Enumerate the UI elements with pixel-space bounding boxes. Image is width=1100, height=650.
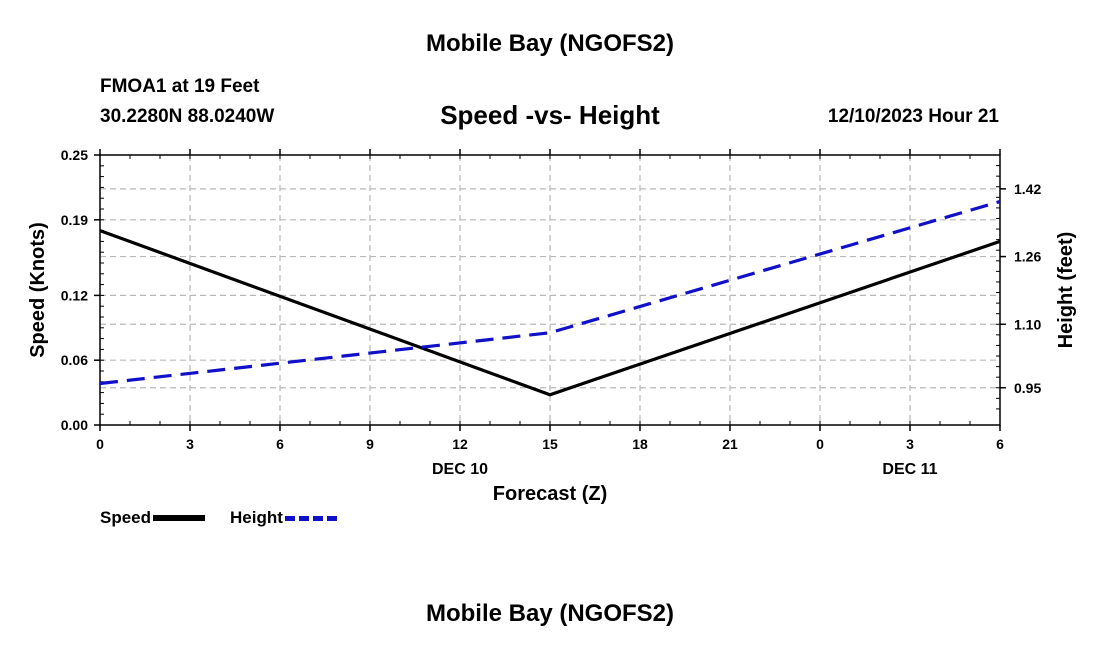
x-date-label: DEC 10	[432, 461, 488, 478]
y2-tick-label: 1.10	[1014, 316, 1041, 332]
chart-subtitle: Speed -vs- Height	[440, 100, 660, 130]
x-date-label: DEC 11	[882, 461, 937, 478]
legend-swatch-height	[284, 515, 337, 521]
legend-label-height: Height	[230, 508, 283, 527]
x-tick-label: 0	[96, 436, 104, 452]
legend-item-speed: Speed	[100, 508, 206, 528]
legend-item-height: Height	[230, 508, 337, 528]
y-axis-title: Speed (Knots)	[27, 222, 49, 358]
x-tick-label: 3	[906, 436, 914, 452]
x-tick-label: 3	[186, 436, 194, 452]
y-tick-label: 0.06	[61, 352, 88, 368]
x-tick-label: 0	[816, 436, 824, 452]
y2-tick-label: 1.42	[1014, 181, 1041, 197]
page-title: Mobile Bay (NGOFS2)	[425, 30, 675, 57]
station-coordinates: 30.2280N 88.0240W	[100, 106, 275, 127]
x-tick-label: 18	[632, 436, 648, 452]
series-line-speed	[99, 229, 1001, 397]
x-tick-label: 6	[276, 436, 284, 452]
y2-tick-label: 0.95	[1014, 380, 1041, 396]
y-tick-label: 0.19	[61, 212, 88, 228]
x-tick-label: 21	[722, 436, 738, 452]
x-tick-label: 12	[452, 436, 468, 452]
y2-tick-label: 1.26	[1014, 249, 1041, 265]
series-line-height	[99, 200, 1001, 386]
legend-label-speed: Speed	[100, 508, 152, 527]
y-tick-label: 0.00	[61, 417, 88, 433]
x-tick-label: 9	[366, 436, 374, 452]
x-tick-label: 15	[542, 436, 558, 452]
y-tick-label: 0.12	[61, 287, 88, 303]
y-tick-label: 0.25	[61, 147, 88, 163]
forecast-datetime: 12/10/2023 Hour 21	[827, 106, 999, 127]
station-label: FMOA1 at 19 Feet	[100, 76, 260, 97]
x-axis-title: Forecast (Z)	[493, 483, 607, 505]
footer-title: Mobile Bay (NGOFS2)	[425, 600, 675, 627]
y2-axis-title: Height (feet)	[1055, 232, 1077, 349]
x-tick-label: 6	[996, 436, 1004, 452]
legend-swatch-speed	[153, 515, 206, 521]
